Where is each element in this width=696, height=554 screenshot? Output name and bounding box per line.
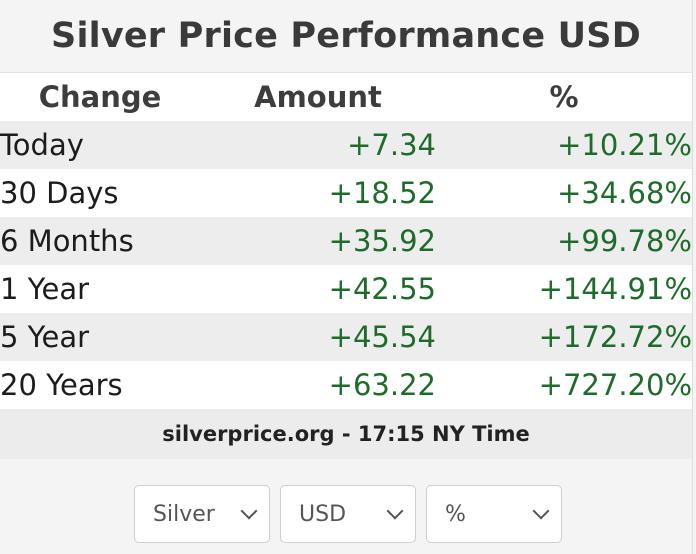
table-row: 20 Years +63.22 +727.20% <box>0 361 692 409</box>
table-row: 5 Year +45.54 +172.72% <box>0 313 692 361</box>
metal-select[interactable]: Silver <box>134 485 270 543</box>
mode-select-value: % <box>445 501 466 527</box>
row-percent: +10.21% <box>436 121 692 169</box>
source-timestamp: silverprice.org - 17:15 NY Time <box>0 409 692 459</box>
chevron-down-icon <box>240 502 258 520</box>
table-row: Today +7.34 +10.21% <box>0 121 692 169</box>
row-percent: +172.72% <box>436 313 692 361</box>
currency-select-value: USD <box>299 501 347 527</box>
header-change: Change <box>0 73 200 121</box>
row-percent: +144.91% <box>436 265 692 313</box>
table-row: 1 Year +42.55 +144.91% <box>0 265 692 313</box>
metal-select-value: Silver <box>153 501 215 527</box>
mode-select[interactable]: % <box>426 485 562 543</box>
row-amount: +18.52 <box>200 169 436 217</box>
row-amount: +35.92 <box>200 217 436 265</box>
chevron-down-icon <box>532 502 550 520</box>
row-period: 6 Months <box>0 217 200 265</box>
header-amount: Amount <box>200 73 436 121</box>
widget-title: Silver Price Performance USD <box>51 16 641 56</box>
row-period: 30 Days <box>0 169 200 217</box>
row-percent: +34.68% <box>436 169 692 217</box>
row-amount: +45.54 <box>200 313 436 361</box>
row-period: 20 Years <box>0 361 200 409</box>
row-percent: +727.20% <box>436 361 692 409</box>
row-period: 5 Year <box>0 313 200 361</box>
header-percent: % <box>436 73 692 121</box>
row-amount: +42.55 <box>200 265 436 313</box>
currency-select[interactable]: USD <box>280 485 416 543</box>
performance-table: Change Amount % Today +7.34 +10.21% 30 D… <box>0 73 692 409</box>
row-amount: +63.22 <box>200 361 436 409</box>
table-header-row: Change Amount % <box>0 73 692 121</box>
row-amount: +7.34 <box>200 121 436 169</box>
table-row: 30 Days +18.52 +34.68% <box>0 169 692 217</box>
controls-bar: Silver USD % <box>0 485 692 543</box>
row-period: 1 Year <box>0 265 200 313</box>
chevron-down-icon <box>386 502 404 520</box>
row-percent: +99.78% <box>436 217 692 265</box>
title-bar: Silver Price Performance USD <box>0 0 692 73</box>
table-row: 6 Months +35.92 +99.78% <box>0 217 692 265</box>
row-period: Today <box>0 121 200 169</box>
